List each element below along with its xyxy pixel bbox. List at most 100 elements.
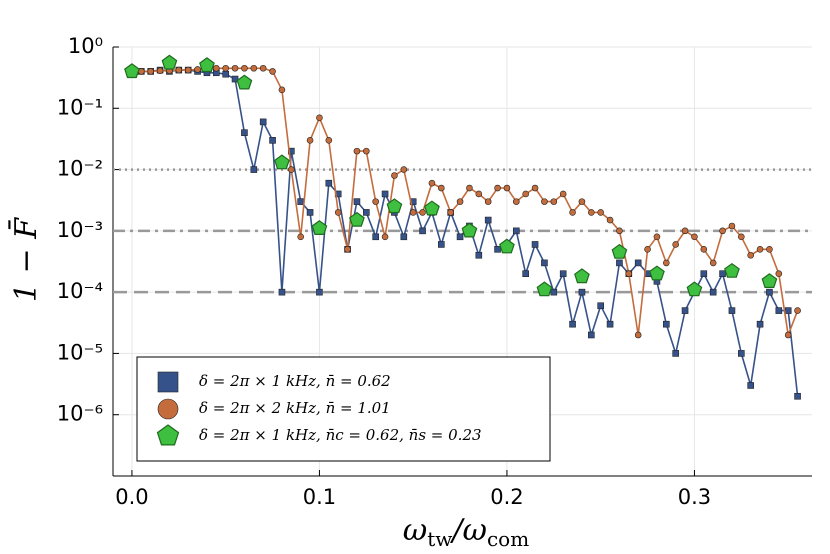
marker: [484, 198, 492, 205]
marker: [559, 190, 567, 198]
marker: [259, 118, 267, 126]
marker: [719, 270, 726, 277]
marker: [175, 66, 183, 74]
marker: [550, 288, 558, 296]
marker: [213, 64, 220, 72]
marker: [484, 216, 492, 224]
marker: [311, 220, 328, 235]
marker: [381, 190, 389, 198]
marker: [363, 209, 370, 216]
marker: [686, 281, 703, 297]
marker: [241, 129, 248, 136]
marker: [550, 198, 558, 205]
marker: [250, 64, 258, 72]
marker: [724, 262, 740, 278]
marker: [738, 233, 745, 241]
marker: [766, 246, 773, 253]
marker: [569, 320, 576, 328]
marker: [728, 222, 736, 230]
marker: [353, 147, 361, 155]
marker: [634, 259, 642, 267]
marker: [513, 227, 520, 235]
marker: [503, 184, 511, 192]
marker: [709, 259, 717, 267]
x-tick-label: 0.1: [303, 485, 336, 509]
marker: [372, 198, 379, 205]
marker: [325, 137, 333, 144]
marker: [775, 270, 783, 277]
marker: [259, 64, 267, 72]
marker: [447, 209, 454, 216]
x-tick-label: 0.0: [115, 485, 148, 509]
y-tick-label: 10⁻⁴: [57, 279, 103, 303]
marker: [386, 198, 403, 214]
x-label-part: com: [487, 527, 529, 551]
y-tick-label: 10⁰: [68, 34, 103, 58]
marker: [541, 198, 548, 205]
marker: [700, 246, 708, 253]
x-tick-label: 0.3: [678, 485, 711, 509]
marker: [747, 382, 754, 389]
marker: [184, 66, 192, 74]
marker: [794, 307, 801, 314]
marker: [559, 270, 567, 277]
marker: [784, 331, 792, 339]
marker: [156, 67, 164, 75]
marker: [222, 64, 229, 72]
marker: [616, 227, 623, 235]
marker: [466, 184, 473, 192]
marker: [250, 166, 258, 173]
marker: [634, 331, 642, 339]
marker: [775, 307, 783, 314]
y-axis-label: 1 − F̄: [8, 217, 44, 302]
marker: [363, 147, 370, 155]
x-label-part: tw: [427, 527, 452, 551]
marker: [288, 147, 295, 155]
marker: [499, 238, 515, 254]
marker: [297, 198, 304, 205]
marker: [334, 209, 342, 216]
marker: [269, 68, 276, 75]
marker: [578, 288, 586, 296]
marker: [278, 288, 286, 296]
marker: [681, 227, 689, 235]
legend-marker: [157, 371, 179, 393]
marker: [456, 198, 464, 205]
marker: [231, 75, 239, 83]
marker: [691, 233, 698, 241]
marker: [349, 211, 365, 227]
x-axis-label: ωtw/ωcom: [403, 513, 529, 551]
x-label-part: ω: [403, 513, 427, 548]
marker: [316, 288, 323, 296]
marker: [461, 222, 478, 238]
marker: [400, 233, 408, 241]
marker: [522, 270, 529, 277]
marker: [663, 259, 670, 267]
marker: [288, 166, 295, 173]
y-tick-label: 10⁻⁶: [57, 402, 103, 426]
marker: [663, 320, 670, 328]
marker: [428, 179, 436, 187]
marker: [761, 273, 778, 288]
legend-label: δ = 2π × 1 kHz, n̄c = 0.62, n̄s = 0.23: [199, 426, 482, 444]
marker: [709, 288, 717, 296]
y-tick-label: 10⁻³: [57, 218, 103, 242]
marker: [306, 209, 314, 216]
x-tick-label: 0.2: [490, 485, 523, 509]
marker: [531, 184, 539, 192]
marker: [274, 154, 290, 170]
marker: [606, 320, 614, 328]
marker: [784, 307, 792, 314]
marker: [611, 243, 628, 259]
marker: [719, 227, 726, 235]
marker: [653, 233, 661, 241]
marker: [456, 233, 464, 241]
marker: [194, 66, 201, 73]
marker: [325, 179, 333, 187]
marker: [766, 288, 773, 296]
marker: [306, 137, 314, 144]
marker: [400, 166, 408, 173]
marker: [372, 233, 379, 241]
marker: [344, 246, 351, 253]
